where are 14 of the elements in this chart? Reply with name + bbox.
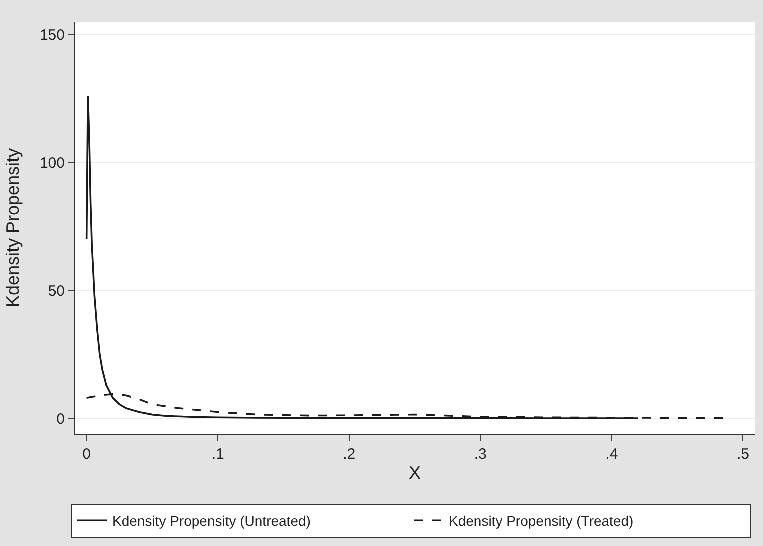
x-tick-label: .4 — [606, 446, 618, 463]
legend-label: Kdensity Propensity (Treated) — [449, 513, 634, 530]
legend-label: Kdensity Propensity (Untreated) — [112, 513, 311, 530]
x-tick-label: .2 — [343, 446, 356, 463]
y-axis-title: Kdensity Propensity — [3, 148, 24, 308]
x-axis-title: X — [408, 463, 422, 484]
x-tick-label: .1 — [212, 446, 224, 463]
y-tick-label: 0 — [56, 410, 65, 428]
y-tick-label: 50 — [48, 282, 65, 300]
x-tick-label: .3 — [474, 446, 487, 463]
y-tick-label: 100 — [40, 155, 65, 172]
y-tick-label: 150 — [40, 27, 65, 44]
x-tick-label: .5 — [736, 446, 750, 463]
x-tick-label: 0 — [82, 446, 91, 463]
